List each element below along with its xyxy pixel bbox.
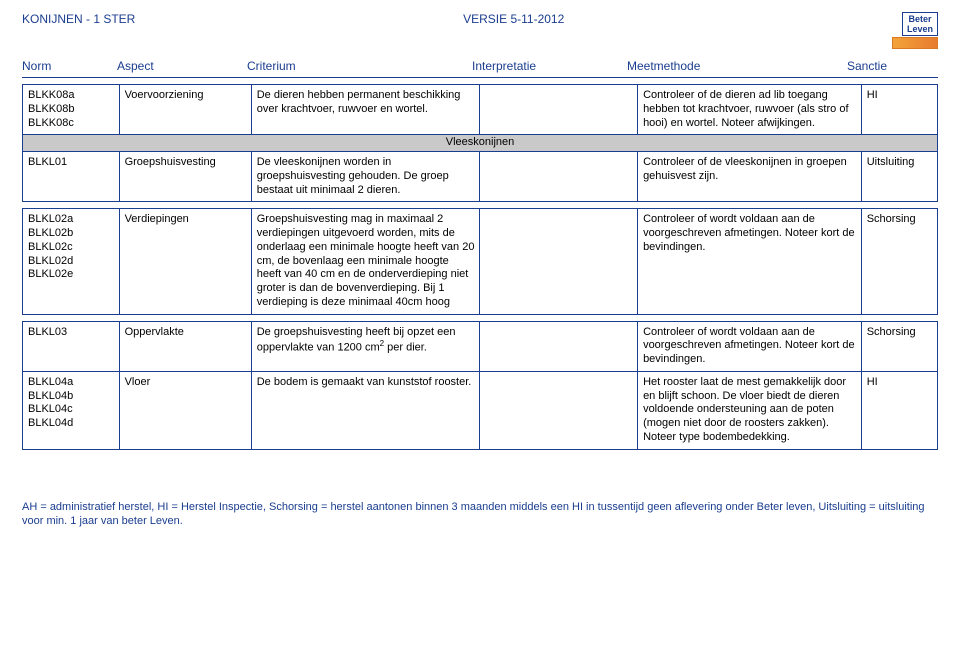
- table-row: BLKK08aBLKK08bBLKK08c Voervoorziening De…: [23, 85, 938, 135]
- section-subheader: Vleeskonijnen: [23, 135, 938, 152]
- cell-aspect: Oppervlakte: [119, 321, 251, 371]
- cell-sanctie: Schorsing: [861, 209, 937, 314]
- norm-code: BLKK08b: [28, 103, 114, 117]
- criteria-table-1: BLKK08aBLKK08bBLKK08c Voervoorziening De…: [22, 84, 938, 202]
- cell-sanctie: HI: [861, 85, 937, 135]
- beter-leven-logo: Beter Leven: [902, 12, 938, 36]
- col-header-sanctie: Sanctie: [847, 59, 922, 73]
- norm-code: BLKK08c: [28, 117, 114, 131]
- cell-aspect: Verdiepingen: [119, 209, 251, 314]
- cell-sanctie: Uitsluiting: [861, 152, 937, 202]
- cell-meetmethode: Controleer of wordt voldaan aan de voorg…: [638, 321, 862, 371]
- cell-meetmethode: Het rooster laat de mest gemakkelijk doo…: [638, 371, 862, 449]
- cell-interpretatie: [480, 152, 638, 202]
- norm-code: BLKK08a: [28, 89, 114, 103]
- logo-block: Beter Leven: [892, 12, 938, 49]
- col-header-criterium: Criterium: [247, 59, 472, 73]
- norm-code: BLKL02a: [28, 213, 114, 227]
- norm-code: BLKL01: [28, 156, 114, 170]
- cell-aspect: Voervoorziening: [119, 85, 251, 135]
- cell-criterium: De vleeskonijnen worden in groepshuisves…: [251, 152, 480, 202]
- cell-criterium: De groepshuisvesting heeft bij opzet een…: [251, 321, 480, 371]
- logo-line1: Beter: [907, 14, 933, 24]
- table-row: BLKL01 Groepshuisvesting De vleeskonijne…: [23, 152, 938, 202]
- cell-aspect: Vloer: [119, 371, 251, 449]
- norm-code: BLKL04c: [28, 403, 114, 417]
- cell-interpretatie: [480, 321, 638, 371]
- criteria-table-3: BLKL03 Oppervlakte De groepshuisvesting …: [22, 321, 938, 450]
- top-bar: KONIJNEN - 1 STER VERSIE 5-11-2012 Beter…: [22, 12, 938, 49]
- cell-meetmethode: Controleer of de dieren ad lib toegang h…: [638, 85, 862, 135]
- cell-norm: BLKK08aBLKK08bBLKK08c: [23, 85, 120, 135]
- norm-code: BLKL04b: [28, 390, 114, 404]
- cell-meetmethode: Controleer of wordt voldaan aan de voorg…: [638, 209, 862, 314]
- col-header-meetmethode: Meetmethode: [627, 59, 847, 73]
- table-row: BLKL02aBLKL02bBLKL02cBLKL02dBLKL02e Verd…: [23, 209, 938, 314]
- cell-interpretatie: [480, 371, 638, 449]
- table-row: BLKL04aBLKL04bBLKL04cBLKL04d Vloer De bo…: [23, 371, 938, 449]
- cell-criterium: Groepshuisvesting mag in maximaal 2 verd…: [251, 209, 480, 314]
- cell-sanctie: HI: [861, 371, 937, 449]
- column-header-row: Norm Aspect Criterium Interpretatie Meet…: [22, 57, 938, 78]
- cell-criterium: De dieren hebben permanent beschikking o…: [251, 85, 480, 135]
- col-header-norm: Norm: [22, 59, 117, 73]
- doc-version: VERSIE 5-11-2012: [463, 12, 564, 26]
- table-row: BLKL03 Oppervlakte De groepshuisvesting …: [23, 321, 938, 371]
- cell-sanctie: Schorsing: [861, 321, 937, 371]
- logo-line2: Leven: [907, 24, 933, 34]
- cell-interpretatie: [480, 209, 638, 314]
- norm-code: BLKL02b: [28, 227, 114, 241]
- legend-footnote: AH = administratief herstel, HI = Herste…: [22, 500, 938, 529]
- cell-norm: BLKL04aBLKL04bBLKL04cBLKL04d: [23, 371, 120, 449]
- norm-code: BLKL02c: [28, 241, 114, 255]
- col-header-aspect: Aspect: [117, 59, 247, 73]
- cell-criterium: De bodem is gemaakt van kunststof rooste…: [251, 371, 480, 449]
- cell-norm: BLKL03: [23, 321, 120, 371]
- criteria-table-2: BLKL02aBLKL02bBLKL02cBLKL02dBLKL02e Verd…: [22, 208, 938, 314]
- cell-interpretatie: [480, 85, 638, 135]
- cell-aspect: Groepshuisvesting: [119, 152, 251, 202]
- cell-norm: BLKL02aBLKL02bBLKL02cBLKL02dBLKL02e: [23, 209, 120, 314]
- subheader-label: Vleeskonijnen: [23, 135, 938, 152]
- norm-code: BLKL02e: [28, 268, 114, 282]
- cell-norm: BLKL01: [23, 152, 120, 202]
- col-header-interpretatie: Interpretatie: [472, 59, 627, 73]
- norm-code: BLKL04d: [28, 417, 114, 431]
- doc-title: KONIJNEN - 1 STER: [22, 12, 135, 26]
- norm-code: BLKL03: [28, 326, 114, 340]
- norm-code: BLKL04a: [28, 376, 114, 390]
- norm-code: BLKL02d: [28, 255, 114, 269]
- cell-meetmethode: Controleer of de vleeskonijnen in groepe…: [638, 152, 862, 202]
- db-logo: [892, 37, 938, 49]
